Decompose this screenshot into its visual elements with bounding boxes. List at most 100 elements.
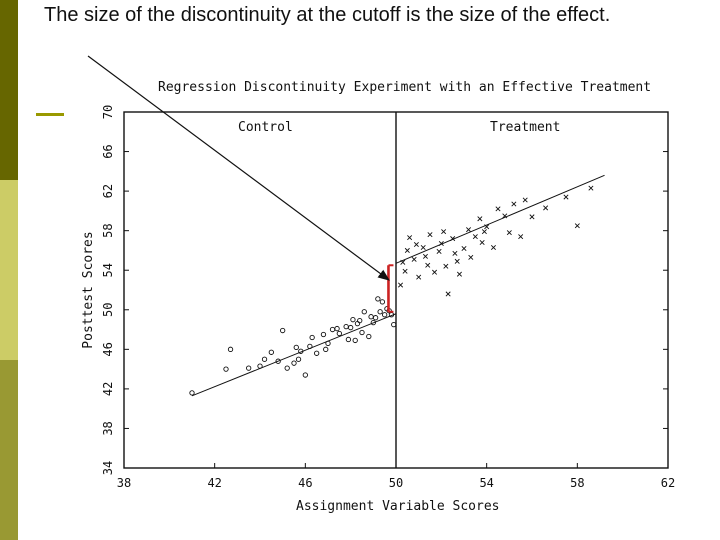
x-axis-ticks: 38 42 46 50 54 58 62	[117, 463, 675, 490]
control-point	[307, 343, 313, 350]
treatment-point	[479, 240, 485, 246]
x-axis-label: Assignment Variable Scores	[296, 499, 500, 514]
treatment-point	[432, 269, 438, 275]
treatment-point	[404, 247, 410, 253]
x-tick-label-54: 54	[479, 476, 493, 490]
treatment-point	[452, 250, 458, 256]
control-point	[314, 350, 320, 356]
y-tick-label-42: 42	[101, 382, 115, 396]
treatment-point	[477, 216, 483, 222]
y-axis-ticks: 34 38 42 46 50 54 58 62 66 70	[101, 105, 668, 475]
control-point	[246, 365, 252, 371]
data-points	[189, 185, 594, 396]
treatment-point	[402, 268, 408, 274]
regression-lines	[191, 174, 605, 397]
control-point	[298, 348, 304, 354]
x-tick-label-50: 50	[389, 476, 403, 490]
treatment-point	[522, 197, 528, 203]
treatment-point	[436, 248, 442, 254]
treatment-point	[445, 291, 451, 297]
treatment-point	[518, 234, 524, 240]
y-tick-label-46: 46	[101, 342, 115, 356]
treatment-point	[484, 224, 490, 230]
treatment-point	[502, 213, 508, 219]
treatment-point	[461, 245, 467, 251]
control-point	[284, 365, 290, 371]
treatment-point	[400, 259, 406, 265]
accent-dash	[36, 113, 64, 116]
pointer-arrow	[87, 55, 390, 281]
treatment-point	[588, 185, 594, 191]
control-point	[280, 327, 286, 334]
y-tick-label-62: 62	[101, 184, 115, 198]
control-point	[329, 326, 336, 333]
treatment-point	[438, 241, 444, 247]
control-point	[302, 372, 308, 378]
control-point	[275, 358, 281, 364]
control-point	[377, 309, 383, 315]
x-tick-label-62: 62	[661, 476, 675, 490]
control-point	[293, 344, 299, 351]
regression-line-treatment	[395, 174, 605, 264]
control-point	[295, 356, 302, 362]
y-tick-label-70: 70	[101, 105, 115, 119]
treatment-point	[506, 230, 512, 236]
control-point	[361, 309, 367, 315]
control-point	[323, 346, 329, 352]
control-point	[350, 317, 356, 323]
y-tick-label-54: 54	[101, 263, 115, 277]
control-point	[223, 366, 229, 372]
control-point	[357, 318, 363, 324]
y-tick-label-66: 66	[101, 144, 115, 158]
regression-line-control	[191, 313, 397, 397]
y-tick-label-58: 58	[101, 223, 115, 237]
control-point	[354, 320, 361, 327]
control-point	[320, 331, 327, 338]
control-point	[291, 360, 297, 366]
chart-title: Regression Discontinuity Experiment with…	[158, 80, 651, 95]
treatment-point	[529, 214, 535, 220]
treatment-point	[543, 205, 549, 211]
treatment-point	[450, 236, 456, 242]
control-point	[382, 312, 388, 318]
control-point	[348, 324, 354, 331]
x-tick-label-58: 58	[570, 476, 584, 490]
control-point	[345, 336, 352, 343]
control-point	[325, 340, 331, 347]
treatment-point	[466, 227, 472, 233]
control-point	[359, 329, 365, 336]
control-label: Control	[238, 120, 293, 135]
control-point	[336, 330, 342, 337]
left-accent-bar-light	[0, 180, 18, 360]
x-tick-label-42: 42	[207, 476, 221, 490]
y-tick-label-38: 38	[101, 421, 115, 435]
treatment-point	[563, 194, 569, 200]
control-point	[268, 349, 274, 355]
control-point	[375, 296, 381, 302]
treatment-point	[472, 234, 478, 240]
treatment-point	[411, 256, 417, 262]
treatment-point	[468, 254, 474, 260]
y-tick-label-50: 50	[101, 303, 115, 317]
control-point	[391, 321, 397, 328]
control-point	[334, 325, 340, 332]
treatment-point	[456, 271, 462, 277]
treatment-label: Treatment	[490, 120, 560, 135]
treatment-point	[398, 282, 404, 288]
treatment-point	[454, 258, 460, 264]
control-point	[227, 346, 234, 352]
x-tick-label-46: 46	[298, 476, 312, 490]
control-point	[343, 323, 349, 330]
control-point	[189, 390, 195, 396]
treatment-point	[490, 244, 496, 250]
y-axis-label: Posttest Scores	[81, 231, 96, 348]
treatment-point	[416, 274, 422, 280]
control-point	[352, 337, 358, 344]
treatment-point	[441, 229, 447, 235]
control-point	[379, 299, 386, 305]
left-accent-bar-dark	[0, 0, 18, 180]
treatment-point	[427, 232, 433, 238]
treatment-point	[495, 206, 501, 212]
control-point	[372, 315, 379, 321]
